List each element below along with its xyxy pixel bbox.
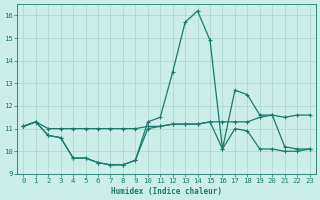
X-axis label: Humidex (Indice chaleur): Humidex (Indice chaleur): [111, 187, 222, 196]
